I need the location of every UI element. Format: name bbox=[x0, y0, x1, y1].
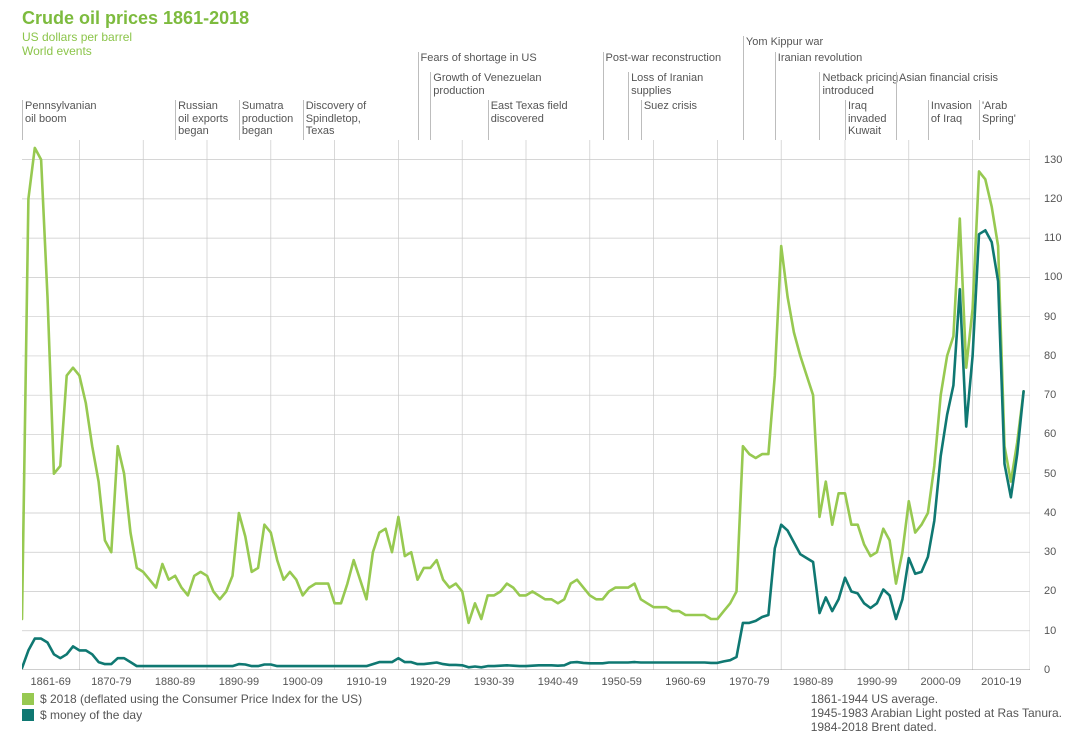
y-tick-label: 100 bbox=[1044, 271, 1062, 283]
legend-swatch bbox=[22, 693, 34, 705]
legend-swatch bbox=[22, 709, 34, 721]
chart-plot-area bbox=[22, 140, 1030, 670]
y-tick-label: 30 bbox=[1044, 546, 1056, 558]
y-tick-label: 120 bbox=[1044, 193, 1062, 205]
event-label: Post-war reconstruction bbox=[606, 52, 722, 65]
x-tick-label: 1950-59 bbox=[602, 676, 642, 688]
event-label: Loss of Iranian supplies bbox=[631, 72, 703, 97]
y-tick-label: 90 bbox=[1044, 311, 1056, 323]
chart-title: Crude oil prices 1861-2018 bbox=[22, 8, 249, 29]
x-tick-label: 1930-39 bbox=[474, 676, 514, 688]
event-tick bbox=[641, 100, 642, 140]
legend-label: $ money of the day bbox=[40, 708, 142, 722]
event-label: Iraq invaded Kuwait bbox=[848, 100, 887, 138]
chart-subtitle-unit: US dollars per barrel bbox=[22, 30, 132, 44]
event-tick bbox=[628, 72, 629, 140]
x-tick-label: 1880-89 bbox=[155, 676, 195, 688]
y-tick-label: 130 bbox=[1044, 154, 1062, 166]
x-tick-label: 1990-99 bbox=[857, 676, 897, 688]
event-tick bbox=[896, 72, 897, 140]
event-tick bbox=[239, 100, 240, 140]
chart-subtitle-events: World events bbox=[22, 44, 92, 58]
event-label: Yom Kippur war bbox=[746, 36, 823, 49]
event-label: Netback pricing introduced bbox=[822, 72, 898, 97]
x-tick-label: 1870-79 bbox=[91, 676, 131, 688]
y-tick-label: 80 bbox=[1044, 350, 1056, 362]
x-tick-label: 1970-79 bbox=[729, 676, 769, 688]
event-label: Pennsylvanian oil boom bbox=[25, 100, 97, 125]
y-tick-label: 50 bbox=[1044, 468, 1056, 480]
x-tick-label: 1910-19 bbox=[346, 676, 386, 688]
y-tick-label: 110 bbox=[1044, 232, 1062, 244]
event-tick bbox=[22, 100, 23, 140]
legend-label: $ 2018 (deflated using the Consumer Pric… bbox=[40, 692, 362, 706]
legend-item: $ money of the day bbox=[22, 708, 362, 722]
event-label: Sumatra production began bbox=[242, 100, 293, 138]
event-tick bbox=[775, 52, 776, 140]
event-tick bbox=[488, 100, 489, 140]
x-tick-label: 1980-89 bbox=[793, 676, 833, 688]
event-tick bbox=[603, 52, 604, 140]
x-tick-label: 1940-49 bbox=[538, 676, 578, 688]
legend-item: $ 2018 (deflated using the Consumer Pric… bbox=[22, 692, 362, 706]
legend: $ 2018 (deflated using the Consumer Pric… bbox=[22, 692, 362, 724]
event-tick bbox=[303, 100, 304, 140]
event-tick bbox=[979, 100, 980, 140]
x-tick-label: 1960-69 bbox=[665, 676, 705, 688]
event-label: East Texas field discovered bbox=[491, 100, 568, 125]
x-tick-label: 1890-99 bbox=[219, 676, 259, 688]
event-tick bbox=[175, 100, 176, 140]
x-tick-label: 1900-09 bbox=[283, 676, 323, 688]
event-label: Asian financial crisis bbox=[899, 72, 998, 85]
y-tick-label: 40 bbox=[1044, 507, 1056, 519]
event-tick bbox=[743, 36, 744, 140]
event-tick bbox=[928, 100, 929, 140]
event-tick bbox=[845, 100, 846, 140]
x-tick-label: 2000-09 bbox=[920, 676, 960, 688]
event-label: Fears of shortage in US bbox=[421, 52, 537, 65]
y-tick-label: 60 bbox=[1044, 428, 1056, 440]
y-tick-label: 70 bbox=[1044, 389, 1056, 401]
event-label: 'Arab Spring' bbox=[982, 100, 1016, 125]
event-tick bbox=[819, 72, 820, 140]
event-label: Russian oil exports began bbox=[178, 100, 228, 138]
source-footnote: 1861-1944 US average. 1945-1983 Arabian … bbox=[811, 692, 1062, 734]
event-label: Growth of Venezuelan production bbox=[433, 72, 541, 97]
x-tick-label: 2010-19 bbox=[981, 676, 1021, 688]
event-tick bbox=[418, 52, 419, 140]
chart-svg bbox=[22, 140, 1030, 670]
y-tick-label: 0 bbox=[1044, 664, 1050, 676]
event-label: Invasion of Iraq bbox=[931, 100, 972, 125]
event-label: Iranian revolution bbox=[778, 52, 862, 65]
x-tick-label: 1920-29 bbox=[410, 676, 450, 688]
event-tick bbox=[430, 72, 431, 140]
event-label: Suez crisis bbox=[644, 100, 697, 113]
event-label: Discovery of Spindletop, Texas bbox=[306, 100, 367, 138]
y-tick-label: 20 bbox=[1044, 585, 1056, 597]
x-tick-label: 1861-69 bbox=[31, 676, 71, 688]
y-tick-label: 10 bbox=[1044, 625, 1056, 637]
